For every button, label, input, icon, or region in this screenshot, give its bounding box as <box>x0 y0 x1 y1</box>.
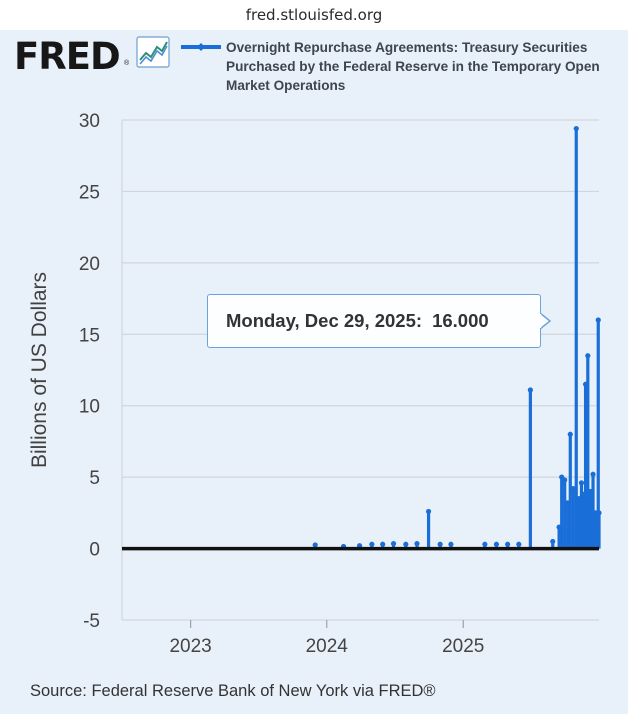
x-tick-labels: 2023 2024 2025 <box>169 636 484 657</box>
y-tick-label: 30 <box>79 111 100 132</box>
registered-mark: ® <box>124 60 130 67</box>
legend-swatch <box>181 43 221 51</box>
y-tick-labels: 30 25 20 15 10 5 0 -5 <box>79 111 100 632</box>
line-chart-icon[interactable] <box>136 36 170 68</box>
url-text: fred.stlouisfed.org <box>245 6 383 24</box>
grid-lines <box>121 119 599 628</box>
series-point[interactable] <box>567 431 573 437</box>
x-tick-label: 2025 <box>442 636 484 657</box>
y-tick-label: 25 <box>79 182 100 203</box>
browser-url-bar[interactable]: fred.stlouisfed.org <box>0 0 628 30</box>
tooltip: Monday, Dec 29, 2025: 16.000 <box>207 294 541 348</box>
series-point[interactable] <box>425 508 432 515</box>
series-point[interactable] <box>562 477 568 483</box>
fred-logo[interactable]: FRED <box>14 35 121 78</box>
tooltip-pointer <box>540 313 552 329</box>
series-point[interactable] <box>585 353 591 359</box>
series-point[interactable] <box>573 125 579 132</box>
series-point[interactable] <box>380 541 386 547</box>
series-point[interactable] <box>414 540 420 547</box>
y-tick-label: 20 <box>79 254 100 275</box>
series-point[interactable] <box>595 317 601 323</box>
series-point[interactable] <box>448 541 454 547</box>
chart-panel <box>0 30 628 714</box>
series-point[interactable] <box>505 541 511 547</box>
series-point[interactable] <box>590 471 596 477</box>
y-tick-label: 5 <box>89 468 100 489</box>
series-point[interactable] <box>578 480 585 486</box>
y-tick-label: -5 <box>83 611 100 632</box>
series-point[interactable] <box>437 541 443 547</box>
series-point[interactable] <box>390 540 397 547</box>
y-tick-label: 10 <box>79 397 100 418</box>
legend-label[interactable]: Overnight Repurchase Agreements: Treasur… <box>226 40 600 93</box>
tooltip-date: Monday, Dec 29, 2025: <box>226 310 423 331</box>
series-point[interactable] <box>482 541 488 547</box>
source-note: Source: Federal Reserve Bank of New York… <box>30 682 436 700</box>
series-point[interactable] <box>550 538 556 545</box>
series-point[interactable] <box>312 542 318 548</box>
series-point[interactable] <box>570 485 576 492</box>
series-point[interactable] <box>369 541 375 547</box>
series-line <box>122 125 602 551</box>
series-point[interactable] <box>516 541 522 547</box>
tooltip-value: 16.000 <box>432 310 489 331</box>
series-point[interactable] <box>493 541 500 547</box>
x-tick-label: 2023 <box>169 636 211 657</box>
series-point[interactable] <box>527 387 533 393</box>
y-tick-label: 0 <box>89 540 100 561</box>
y-tick-label: 15 <box>79 325 100 346</box>
series-point[interactable] <box>596 510 602 516</box>
series-point[interactable] <box>403 541 409 547</box>
x-tick-label: 2024 <box>306 636 349 657</box>
